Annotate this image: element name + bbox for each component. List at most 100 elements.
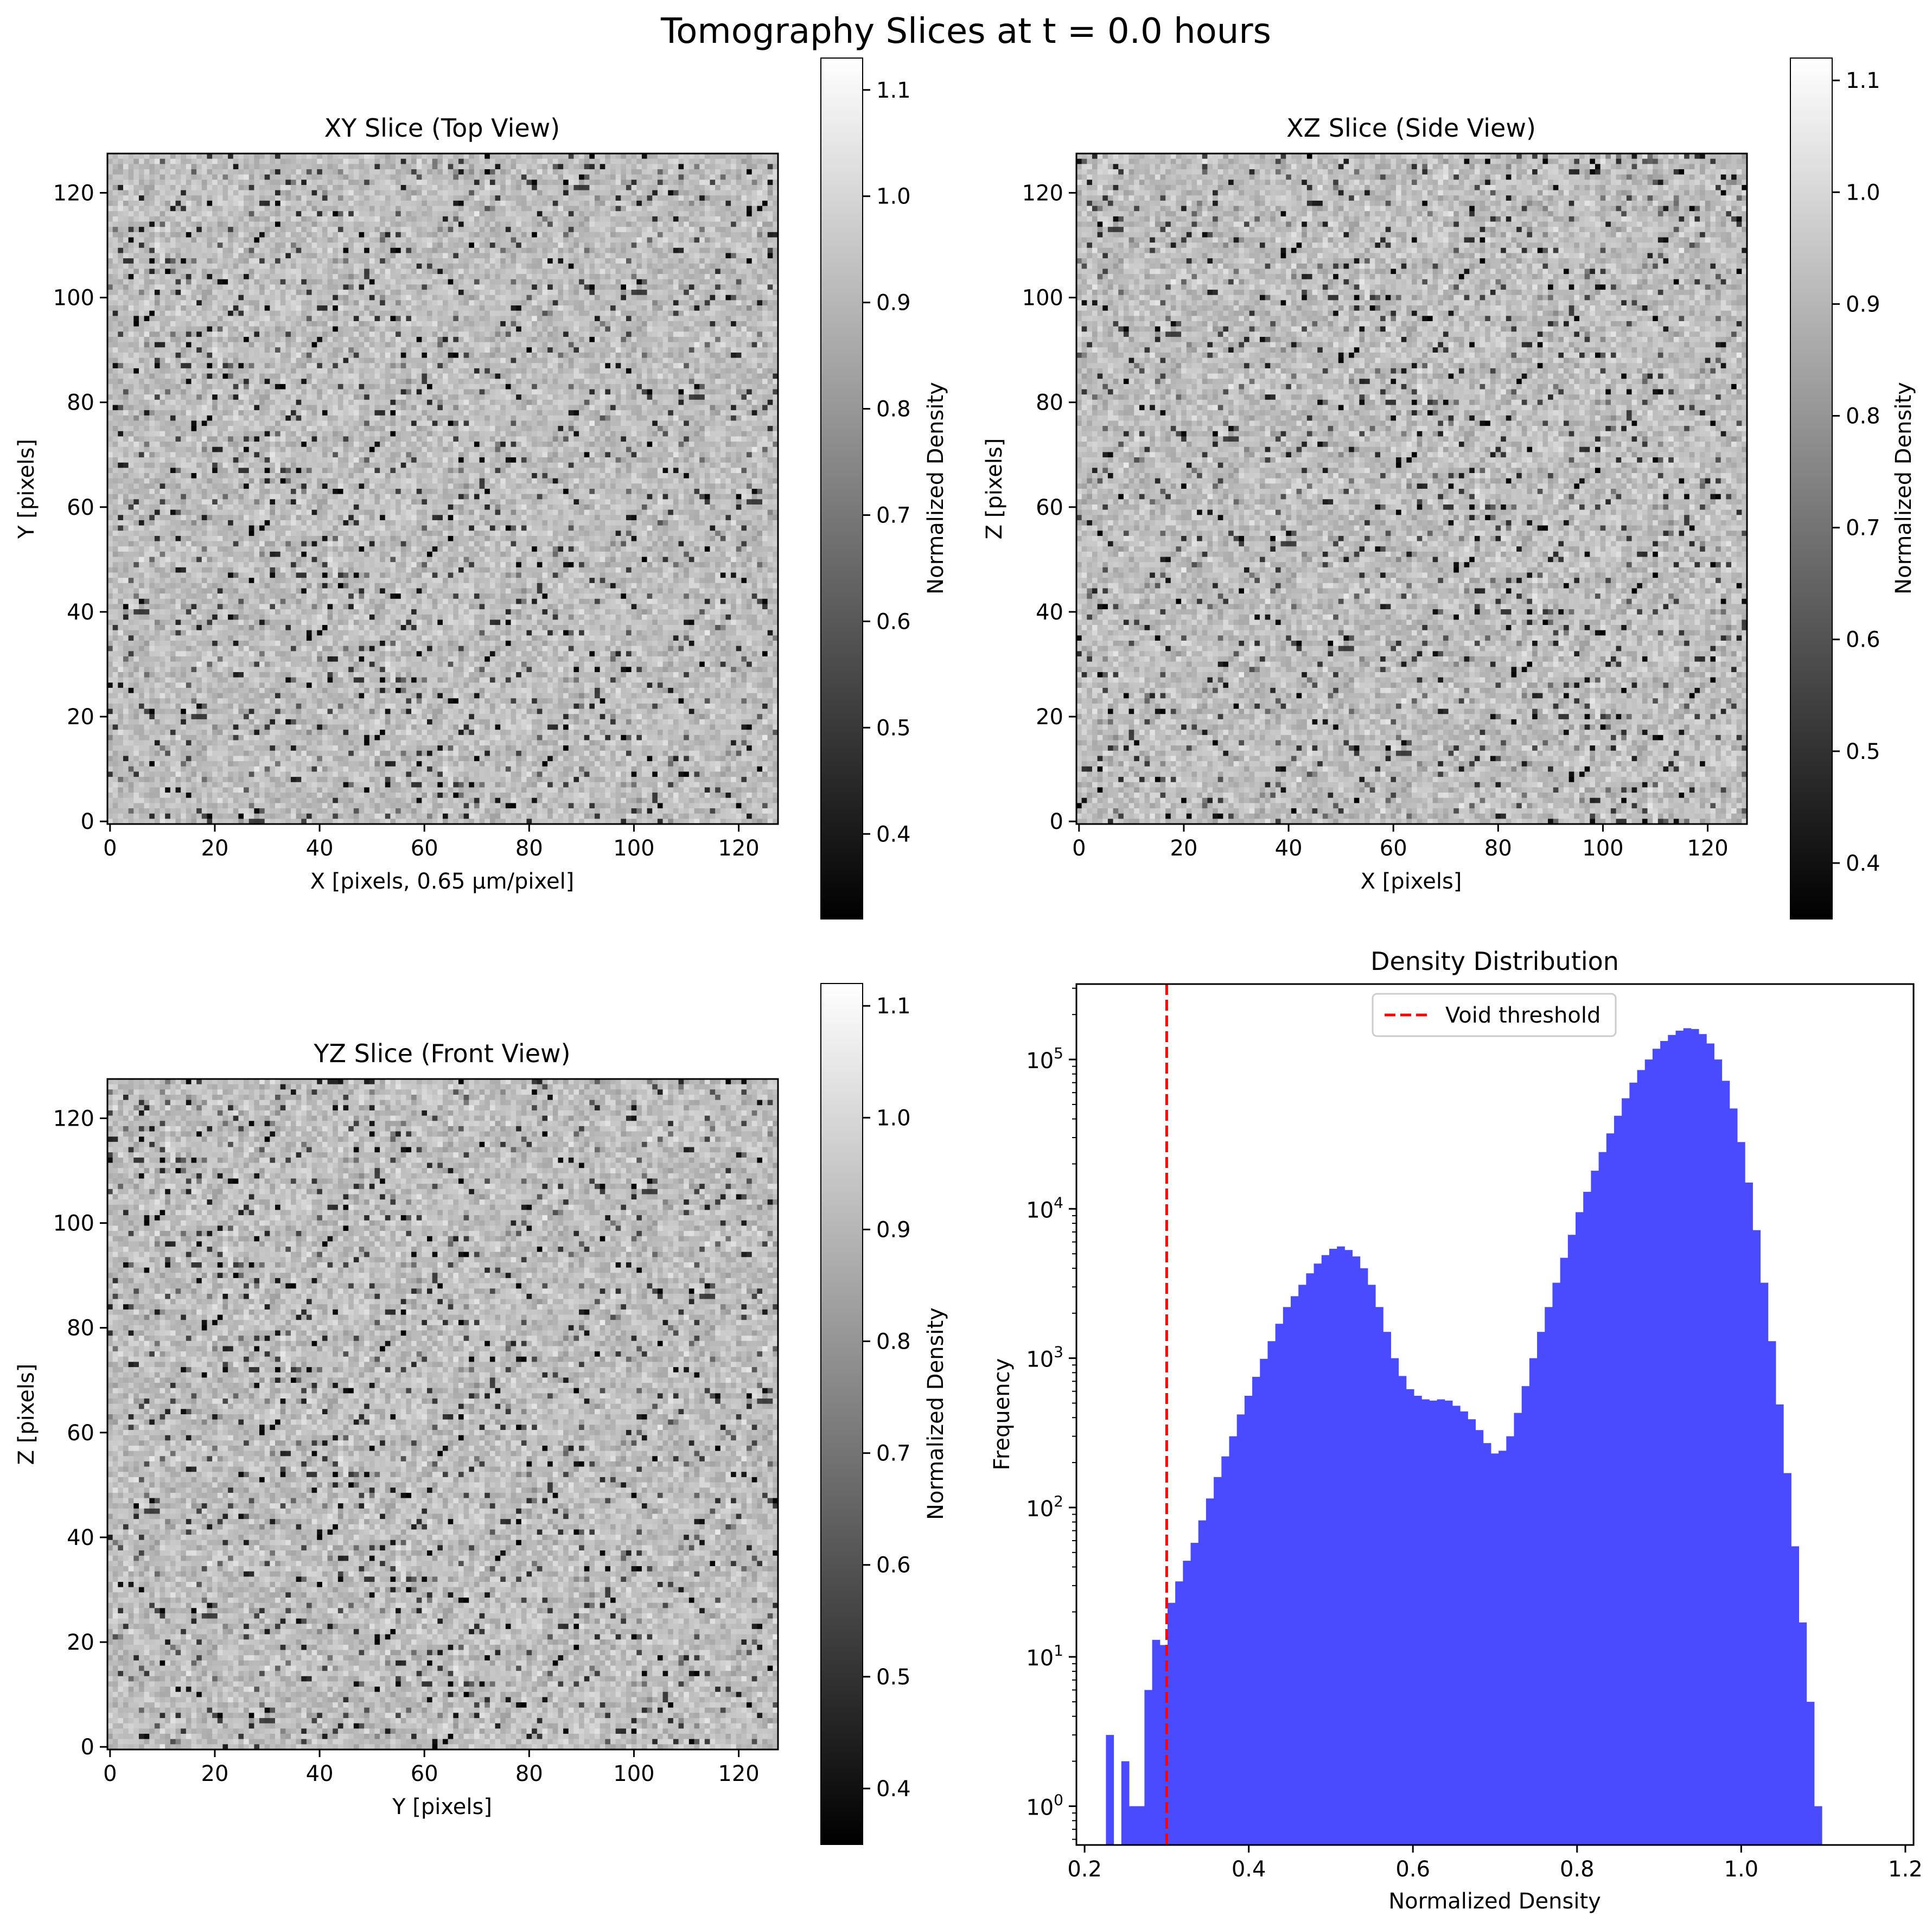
heatmap-cell (443, 264, 448, 269)
heatmap-cell (359, 269, 365, 274)
heatmap-cell (390, 274, 396, 279)
heatmap-cell (107, 295, 113, 301)
heatmap-cell (176, 195, 181, 201)
heatmap-cell (202, 279, 207, 285)
heatmap-cell (317, 180, 322, 185)
heatmap-cell (359, 206, 365, 212)
heatmap-cell (118, 300, 123, 305)
heatmap-cell (196, 185, 202, 190)
heatmap-cell (684, 185, 689, 190)
heatmap-cell (558, 290, 563, 295)
heatmap-cell (527, 201, 532, 206)
heatmap-cell (474, 238, 480, 243)
heatmap-cell (333, 258, 338, 264)
heatmap-cell (715, 185, 720, 190)
heatmap-cell (390, 222, 396, 227)
heatmap-cell (390, 248, 396, 253)
heatmap-cell (689, 248, 694, 253)
heatmap-cell (521, 232, 527, 238)
heatmap-cell (238, 290, 244, 295)
heatmap-cell (506, 190, 511, 196)
heatmap-cell (432, 269, 438, 274)
heatmap-cell (160, 227, 165, 232)
heatmap-cell (437, 185, 443, 190)
heatmap-cell (390, 206, 396, 212)
heatmap-cell (532, 206, 537, 212)
heatmap-cell (511, 242, 517, 248)
heatmap-cell (621, 232, 626, 238)
heatmap-cell (411, 180, 417, 185)
heatmap-cell (338, 238, 343, 243)
heatmap-cell (547, 232, 553, 238)
heatmap-cell (296, 295, 302, 301)
heatmap-cell (155, 206, 160, 212)
heatmap-cell (569, 264, 574, 269)
heatmap-cell (595, 211, 600, 216)
heatmap-cell (725, 258, 731, 264)
heatmap-cell (569, 290, 574, 295)
heatmap-cell (186, 175, 192, 180)
heatmap-cell (123, 232, 129, 238)
heatmap-cell (757, 290, 762, 295)
heatmap-cell (374, 238, 380, 243)
heatmap-cell (155, 269, 160, 274)
heatmap-cell (652, 290, 658, 295)
heatmap-cell (427, 295, 432, 301)
heatmap-cell (458, 269, 464, 274)
heatmap-cell (589, 175, 595, 180)
heatmap-cell (244, 211, 249, 216)
heatmap-cell (144, 232, 150, 238)
heatmap-cell (244, 279, 249, 285)
heatmap-cell (500, 253, 506, 258)
heatmap-cell (228, 253, 233, 258)
heatmap-cell (448, 222, 454, 227)
heatmap-cell (527, 159, 532, 164)
heatmap-cell (689, 154, 694, 159)
heatmap-cell (107, 222, 113, 227)
heatmap-cell (155, 300, 160, 305)
heatmap-cell (170, 279, 176, 285)
heatmap-cell (710, 248, 715, 253)
heatmap-cell (123, 206, 129, 212)
heatmap-cell (532, 290, 537, 295)
heatmap-cell (668, 185, 673, 190)
heatmap-cell (359, 253, 365, 258)
heatmap-cell (307, 185, 312, 190)
heatmap-cell (380, 258, 385, 264)
heatmap-cell (474, 284, 480, 290)
heatmap-cell (589, 154, 595, 159)
heatmap-cell (207, 238, 212, 243)
heatmap-cell (595, 175, 600, 180)
heatmap-cell (401, 222, 406, 227)
heatmap-cell (589, 180, 595, 185)
heatmap-cell (333, 248, 338, 253)
heatmap-cell (107, 242, 113, 248)
heatmap-cell (118, 180, 123, 185)
heatmap-cell (338, 164, 343, 169)
heatmap-cell (396, 195, 401, 201)
heatmap-cell (741, 169, 747, 175)
heatmap-cell (149, 248, 155, 253)
heatmap-cell (658, 164, 663, 169)
heatmap-cell (369, 264, 375, 269)
heatmap-cell (369, 274, 375, 279)
heatmap-cell (307, 248, 312, 253)
heatmap-cell (642, 227, 647, 232)
heatmap-cell (354, 253, 359, 258)
heatmap-cell (254, 238, 259, 243)
heatmap-cell (663, 190, 668, 196)
heatmap-cell (196, 279, 202, 285)
heatmap-cell (547, 195, 553, 201)
heatmap-cell (720, 253, 726, 258)
heatmap-cell (328, 211, 333, 216)
heatmap-cell (348, 154, 354, 159)
heatmap-cell (632, 180, 637, 185)
heatmap-cell (259, 206, 265, 212)
heatmap-cell (752, 248, 757, 253)
heatmap-cell (275, 295, 280, 301)
heatmap-cell (573, 180, 579, 185)
heatmap-cell (490, 154, 495, 159)
heatmap-cell (741, 154, 747, 159)
heatmap-cell (458, 284, 464, 290)
heatmap-cell (484, 279, 490, 285)
